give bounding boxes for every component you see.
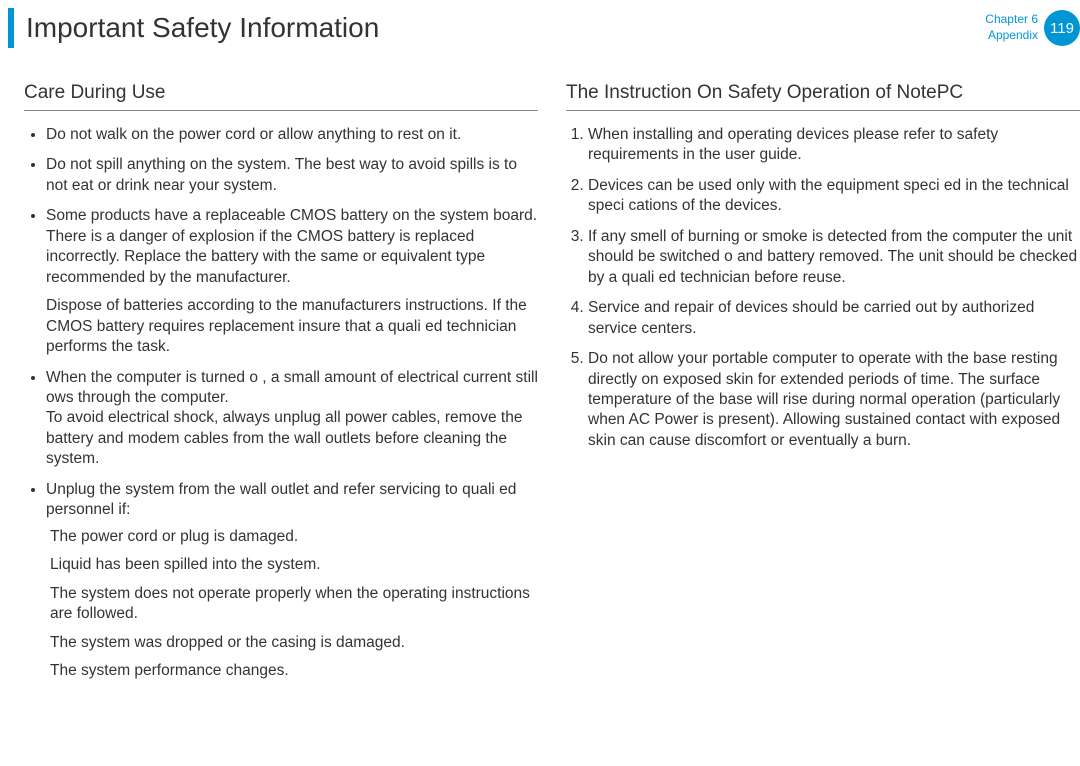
chapter-text: Chapter 6 Appendix: [985, 12, 1038, 43]
list-item: Devices can be used only with the equipm…: [588, 176, 1080, 217]
title-block: Important Safety Information: [0, 0, 379, 56]
page-title: Important Safety Information: [26, 12, 379, 44]
item-text: When the computer is turned o , a small …: [46, 369, 538, 468]
item-text: Unplug the system from the wall outlet a…: [46, 481, 516, 518]
item-subpara: Dispose of batteries according to the ma…: [46, 296, 538, 357]
sub-item: The power cord or plug is damaged.: [50, 527, 538, 547]
item-text: Do not walk on the power cord or allow a…: [46, 126, 461, 143]
sub-item: The system performance changes.: [50, 661, 538, 681]
item-text: Some products have a replaceable CMOS ba…: [46, 207, 537, 285]
page-header: Important Safety Information Chapter 6 A…: [0, 0, 1080, 56]
list-item: If any smell of burning or smoke is dete…: [588, 227, 1080, 288]
left-bullet-list: Do not walk on the power cord or allow a…: [24, 125, 538, 681]
left-heading: Care During Use: [24, 82, 538, 111]
chapter-line2: Appendix: [985, 28, 1038, 44]
list-item: When installing and operating devices pl…: [588, 125, 1080, 166]
list-item: Do not walk on the power cord or allow a…: [46, 125, 538, 145]
list-item: Do not allow your portable computer to o…: [588, 349, 1080, 451]
left-column: Care During Use Do not walk on the power…: [24, 82, 538, 691]
sub-item: The system does not operate properly whe…: [50, 584, 538, 625]
sub-item: Liquid has been spilled into the system.: [50, 555, 538, 575]
page-number-badge: 119: [1044, 10, 1080, 46]
list-item: Some products have a replaceable CMOS ba…: [46, 206, 538, 357]
list-item: When the computer is turned o , a small …: [46, 368, 538, 470]
title-accent-bar: [8, 8, 14, 48]
content-area: Care During Use Do not walk on the power…: [0, 56, 1080, 691]
list-item: Do not spill anything on the system. The…: [46, 155, 538, 196]
list-item: Service and repair of devices should be …: [588, 298, 1080, 339]
sub-item: The system was dropped or the casing is …: [50, 633, 538, 653]
chapter-line1: Chapter 6: [985, 12, 1038, 28]
item-text: Do not spill anything on the system. The…: [46, 156, 517, 193]
sub-list: The power cord or plug is damaged. Liqui…: [46, 527, 538, 682]
list-item: Unplug the system from the wall outlet a…: [46, 480, 538, 682]
chapter-block: Chapter 6 Appendix 119: [985, 10, 1080, 46]
right-heading: The Instruction On Safety Operation of N…: [566, 82, 1080, 111]
right-column: The Instruction On Safety Operation of N…: [566, 82, 1080, 691]
right-number-list: When installing and operating devices pl…: [566, 125, 1080, 451]
